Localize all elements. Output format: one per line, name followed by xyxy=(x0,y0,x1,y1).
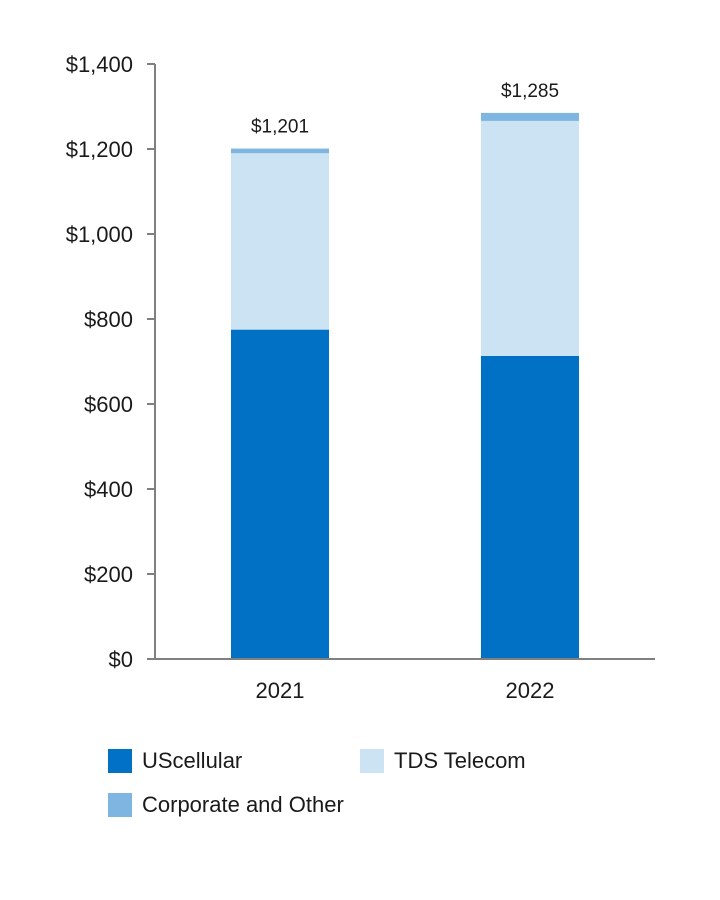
y-tick-label: $800 xyxy=(84,307,133,332)
bar-segment-uscellular xyxy=(231,329,329,659)
y-tick-label: $1,400 xyxy=(66,52,133,77)
bar-segment-corporate-and-other xyxy=(231,148,329,154)
legend-label-uscellular: UScellular xyxy=(142,748,243,773)
y-tick-label: $600 xyxy=(84,392,133,417)
y-tick-label: $400 xyxy=(84,477,133,502)
legend-item-corporate-and-other: Corporate and Other xyxy=(108,792,344,818)
y-tick-label: $1,000 xyxy=(66,222,133,247)
legend-label-tds-telecom: TDS Telecom xyxy=(394,748,526,773)
y-tick-label: $1,200 xyxy=(66,137,133,162)
y-axis: $0 $200 $400 $600 $800 $1,000 $1,200 $1,400 xyxy=(66,52,156,672)
y-tick-label: $0 xyxy=(109,647,133,672)
legend-swatch-tds-telecom xyxy=(360,749,384,773)
legend-item-tds-telecom: TDS Telecom xyxy=(360,748,526,774)
bar-segment-tds-telecom xyxy=(231,153,329,330)
total-label: $1,285 xyxy=(501,81,559,102)
x-tick-label: 2022 xyxy=(506,678,555,703)
data-labels: $1,201 $1,285 xyxy=(251,81,559,138)
bar-segment-tds-telecom xyxy=(481,120,579,356)
legend-item-uscellular: UScellular xyxy=(108,748,242,774)
legend-label-corporate-and-other: Corporate and Other xyxy=(142,792,344,817)
x-axis: 2021 2022 xyxy=(155,658,655,703)
legend-swatch-uscellular xyxy=(108,749,132,773)
bar-segment-corporate-and-other xyxy=(481,112,579,121)
y-tick-label: $200 xyxy=(84,562,133,587)
total-label: $1,201 xyxy=(251,117,309,138)
bar-segment-uscellular xyxy=(481,355,579,659)
x-tick-label: 2021 xyxy=(256,678,305,703)
bars xyxy=(231,112,579,659)
legend-swatch-corporate-and-other xyxy=(108,793,132,817)
